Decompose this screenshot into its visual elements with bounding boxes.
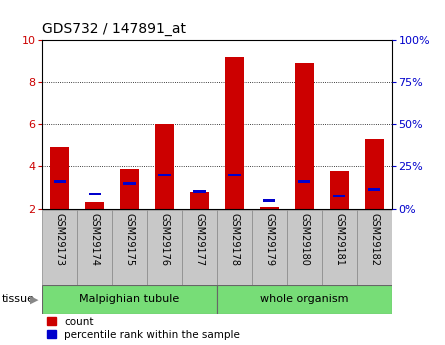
Bar: [194, 190, 206, 193]
Bar: [147, 210, 182, 285]
Legend: count, percentile rank within the sample: count, percentile rank within the sample: [48, 317, 240, 340]
Text: GSM29178: GSM29178: [230, 213, 239, 266]
Text: GSM29179: GSM29179: [264, 213, 274, 266]
Text: GSM29174: GSM29174: [90, 213, 100, 266]
Bar: [225, 57, 244, 209]
Bar: [260, 207, 279, 209]
Bar: [112, 210, 147, 285]
Bar: [287, 210, 322, 285]
Bar: [182, 210, 217, 285]
Bar: [42, 210, 77, 285]
Bar: [155, 124, 174, 209]
Bar: [190, 192, 209, 209]
Text: GSM29176: GSM29176: [160, 213, 170, 266]
Bar: [364, 139, 384, 209]
Text: GSM29182: GSM29182: [369, 213, 379, 266]
Bar: [158, 174, 170, 176]
Bar: [120, 169, 139, 209]
Text: GSM29175: GSM29175: [125, 213, 134, 266]
Text: GSM29180: GSM29180: [299, 213, 309, 266]
Bar: [89, 193, 101, 195]
Bar: [42, 285, 217, 314]
Bar: [77, 210, 112, 285]
Bar: [295, 63, 314, 209]
Bar: [50, 147, 69, 209]
Bar: [217, 210, 252, 285]
Text: GSM29173: GSM29173: [55, 213, 65, 266]
Bar: [217, 285, 392, 314]
Text: GSM29177: GSM29177: [194, 213, 204, 266]
Bar: [357, 210, 392, 285]
Bar: [333, 195, 345, 197]
Text: whole organism: whole organism: [260, 294, 348, 304]
Bar: [252, 210, 287, 285]
Text: ▶: ▶: [30, 294, 38, 304]
Bar: [263, 199, 275, 201]
Bar: [85, 203, 104, 209]
Text: Malpighian tubule: Malpighian tubule: [80, 294, 180, 304]
Bar: [228, 174, 240, 176]
Bar: [368, 188, 380, 191]
Text: GDS732 / 147891_at: GDS732 / 147891_at: [42, 22, 186, 36]
Text: tissue: tissue: [2, 294, 35, 304]
Bar: [124, 182, 136, 185]
Bar: [330, 171, 349, 209]
Bar: [54, 180, 66, 183]
Bar: [322, 210, 357, 285]
Bar: [298, 180, 310, 183]
Text: GSM29181: GSM29181: [334, 213, 344, 266]
